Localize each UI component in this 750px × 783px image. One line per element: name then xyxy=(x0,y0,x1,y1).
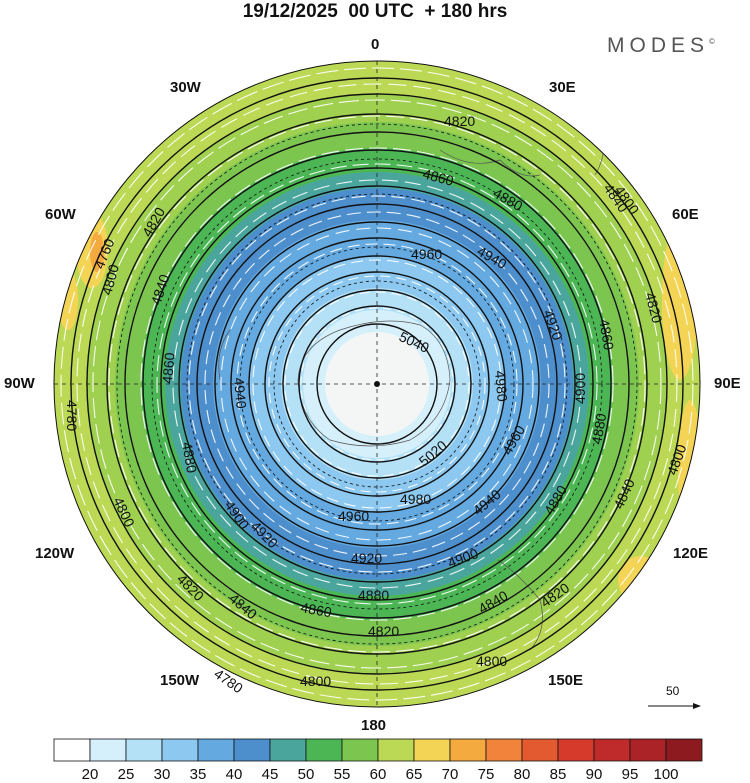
colorbar-tick-label: 50 xyxy=(297,766,315,783)
lon-label-30e: 30E xyxy=(549,79,576,96)
colorbar-swatch xyxy=(305,738,343,762)
contour-label-4900-east: 4900 xyxy=(572,373,588,404)
contour-label-4860-east: 4860 xyxy=(596,318,617,352)
colorbar-swatch xyxy=(53,738,91,762)
colorbar-swatch xyxy=(161,738,199,762)
colorbar-swatch xyxy=(377,738,415,762)
contour-label-4880-east: 4880 xyxy=(588,412,609,446)
colorbar-tick-label: 80 xyxy=(513,766,531,783)
colorbar-tick-label: 70 xyxy=(441,766,459,783)
colorbar-tick-label: 100 xyxy=(653,766,679,783)
lon-label-30w: 30W xyxy=(170,79,201,96)
colorbar-swatch xyxy=(89,738,127,762)
contour-label-4860-north: 4860 xyxy=(421,165,455,189)
contour-label-4860-west: 4860 xyxy=(159,352,178,385)
colorbar-swatch xyxy=(593,738,631,762)
contour-label-4820-east: 4820 xyxy=(642,291,666,325)
brand-logo: MODES© xyxy=(607,34,715,58)
colorbar-swatch xyxy=(413,738,451,762)
patch-70-75-west xyxy=(90,232,104,272)
colorbar-tick-label: 35 xyxy=(189,766,207,783)
contour-label-group: 4760 4780 4780 4800 4800 4800 4800 4800 … xyxy=(64,113,690,696)
contour-label-4800-southeast: 4800 xyxy=(476,653,507,669)
colorbar xyxy=(53,738,703,762)
colorbar-tick-label: 20 xyxy=(81,766,99,783)
lon-label-120e: 120E xyxy=(673,545,709,562)
contour-label-4940-west: 4940 xyxy=(231,377,250,410)
lon-label-90e: 90E xyxy=(714,375,741,392)
patch-65-70-west2 xyxy=(58,270,78,330)
colorbar-tick-label: 85 xyxy=(549,766,567,783)
lon-label-120w: 120W xyxy=(35,545,75,562)
colorbar-swatch xyxy=(629,738,667,762)
pole-marker xyxy=(374,381,380,387)
colorbar-tick-label: 55 xyxy=(333,766,351,783)
contour-label-4780-west: 4780 xyxy=(64,400,80,431)
contour-label-4980-south: 4980 xyxy=(400,491,431,507)
copyright-mark: © xyxy=(709,37,715,46)
colorbar-swatch xyxy=(521,738,559,762)
colorbar-tick-label: 90 xyxy=(585,766,603,783)
colorbar-swatch xyxy=(197,738,235,762)
contour-label-4960-south: 4960 xyxy=(338,508,369,524)
colorbar-swatch xyxy=(233,738,271,762)
colorbar-tick-label: 25 xyxy=(117,766,135,783)
colorbar-swatch xyxy=(449,738,487,762)
reference-vector-label: 50 xyxy=(666,684,680,698)
colorbar-tick-label: 95 xyxy=(621,766,639,783)
colorbar-swatch xyxy=(269,738,307,762)
colorbar-tick-label: 40 xyxy=(225,766,243,783)
contour-label-4820-north: 4820 xyxy=(444,113,475,129)
contour-label-4880-south: 4880 xyxy=(358,587,389,603)
patch-65-70-east xyxy=(662,220,698,380)
contour-label-4960-north: 4960 xyxy=(411,246,442,262)
lon-label-150w: 150W xyxy=(160,672,200,689)
brand-text: MODES xyxy=(607,34,710,57)
contour-label-4880-west: 4880 xyxy=(179,441,200,475)
colorbar-tick-label: 65 xyxy=(405,766,423,783)
colorbar-tick-label: 75 xyxy=(477,766,495,783)
lon-label-60e: 60E xyxy=(672,206,699,223)
lon-label-0: 0 xyxy=(371,36,380,53)
lon-label-150e: 150E xyxy=(548,672,584,689)
map-border xyxy=(53,60,701,708)
contour-label-4980-east: 4980 xyxy=(492,370,511,403)
colorbar-tick-label: 45 xyxy=(261,766,279,783)
lon-label-90w: 90W xyxy=(4,375,35,392)
contour-label-4800-south: 4800 xyxy=(300,673,331,689)
contour-label-4800-west: 4800 xyxy=(98,262,122,296)
colorbar-swatch xyxy=(341,738,379,762)
colorbar-swatch xyxy=(125,738,163,762)
colorbar-tick-label: 30 xyxy=(153,766,171,783)
lon-label-180: 180 xyxy=(361,717,387,734)
colorbar-swatch xyxy=(485,738,523,762)
map-title: 19/12/2025 00 UTC + 180 hrs xyxy=(242,1,508,22)
contour-label-4920-south: 4920 xyxy=(351,550,382,566)
contour-label-4860-south: 4860 xyxy=(299,599,333,620)
contour-label-4820-south: 4820 xyxy=(368,623,399,639)
lon-label-60w: 60W xyxy=(45,206,76,223)
colorbar-swatch xyxy=(557,738,595,762)
colorbar-tick-label: 60 xyxy=(369,766,387,783)
colorbar-swatch xyxy=(665,738,703,762)
